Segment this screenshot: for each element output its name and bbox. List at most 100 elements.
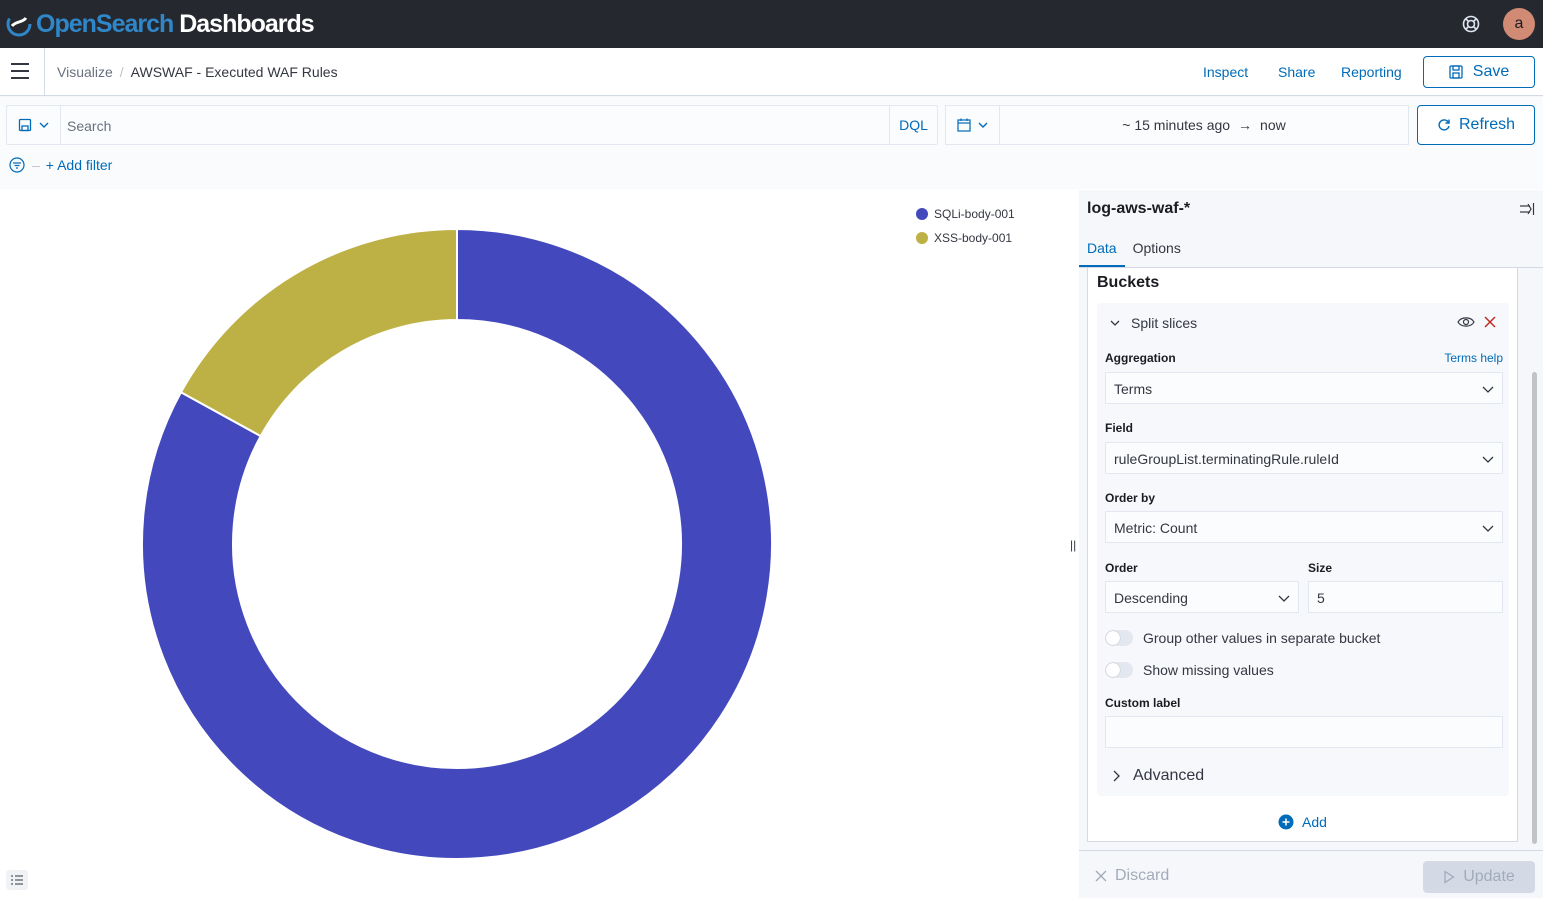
legend-item[interactable]: SQLi-body-001 [916, 202, 1015, 226]
aggregation-select[interactable]: Terms [1105, 372, 1503, 404]
remove-icon[interactable] [1483, 315, 1497, 329]
refresh-label: Refresh [1458, 116, 1516, 133]
order-label: Order [1105, 561, 1138, 575]
field-label: Field [1105, 421, 1134, 435]
top-header: OpenSearch Dashboards a [0, 0, 1543, 48]
date-picker: ~ 15 minutes ago → now [945, 105, 1409, 145]
user-avatar[interactable]: a [1503, 8, 1535, 40]
panel-resize-handle[interactable]: || [1070, 538, 1077, 552]
chevron-down-icon [1482, 525, 1494, 532]
custom-label-input[interactable] [1105, 716, 1503, 748]
saved-query-button[interactable] [7, 106, 61, 144]
filter-divider: – [32, 157, 40, 173]
search-bar: Search DQL [6, 105, 938, 145]
order-by-label: Order by [1105, 491, 1156, 505]
order-by-select[interactable]: Metric: Count [1105, 511, 1503, 543]
update-label: Update [1463, 868, 1515, 885]
add-aggregation-button[interactable]: Add [1278, 814, 1327, 830]
aggregation-editor: Buckets Split slices Aggregation Terms h… [1087, 268, 1518, 842]
inspect-link[interactable]: Inspect [1203, 64, 1249, 80]
share-link[interactable]: Share [1278, 64, 1316, 80]
index-pattern-title: log-aws-waf-* [1087, 200, 1191, 217]
search-input[interactable]: Search [67, 118, 112, 134]
show-missing-label: Show missing values [1143, 662, 1274, 678]
chevron-right-icon [1113, 770, 1120, 782]
chevron-down-icon [1482, 386, 1494, 393]
editor-tabs: Data Options [1079, 232, 1543, 268]
group-other-label: Group other values in separate bucket [1143, 630, 1381, 646]
discard-label: Discard [1115, 867, 1170, 884]
chevron-down-icon [978, 122, 987, 128]
discard-button[interactable]: Discard [1095, 867, 1169, 885]
save-icon [1449, 65, 1463, 79]
query-language-button[interactable]: DQL [889, 106, 937, 144]
filter-menu-icon[interactable] [8, 156, 26, 174]
aggregation-header[interactable]: Split slices [1109, 315, 1197, 331]
order-by-value: Metric: Count [1114, 520, 1198, 536]
group-other-switch[interactable] [1105, 630, 1133, 646]
opensearch-logo[interactable]: OpenSearch Dashboards [6, 8, 315, 40]
save-label: Save [1472, 63, 1510, 80]
time-range[interactable]: ~ 15 minutes ago → now [1000, 117, 1408, 133]
time-end[interactable]: now [1260, 117, 1286, 133]
filter-bar: – + Add filter [8, 156, 112, 174]
order-select[interactable]: Descending [1105, 581, 1299, 613]
group-other-toggle-row: Group other values in separate bucket [1105, 630, 1380, 646]
tab-data[interactable]: Data [1079, 232, 1125, 267]
terms-help-link[interactable]: Terms help [1444, 351, 1503, 365]
show-missing-switch[interactable] [1105, 662, 1133, 678]
quick-select-button[interactable] [946, 106, 1000, 144]
divider [44, 48, 45, 96]
add-filter-button[interactable]: + Add filter [45, 157, 113, 173]
size-input[interactable]: 5 [1308, 581, 1503, 613]
legend-label: XSS-body-001 [934, 231, 1013, 245]
refresh-icon [1438, 119, 1450, 131]
legend-label: SQLi-body-001 [934, 207, 1015, 221]
menu-icon[interactable] [11, 63, 31, 81]
play-icon [1444, 870, 1455, 884]
help-icon[interactable] [1461, 14, 1481, 34]
legend-toggle-button[interactable] [6, 870, 28, 890]
aggregation-title: Split slices [1131, 315, 1198, 331]
sidebar-scrollbar[interactable] [1532, 372, 1537, 844]
advanced-toggle[interactable]: Advanced [1111, 767, 1204, 785]
show-missing-toggle-row: Show missing values [1105, 662, 1274, 678]
brand-name: OpenSearch Dashboards [36, 9, 315, 38]
close-icon [1095, 870, 1107, 882]
editor-footer: Discard Update [1079, 850, 1543, 898]
chevron-down-icon [39, 122, 48, 128]
field-value: ruleGroupList.terminatingRule.ruleId [1114, 451, 1339, 467]
eye-icon[interactable] [1457, 315, 1475, 329]
aggregation-label: Aggregation [1105, 351, 1176, 365]
buckets-title: Buckets [1097, 274, 1160, 291]
query-bar: Search DQL ~ 15 minutes ago → now Refres… [0, 97, 1543, 189]
donut-chart [141, 227, 773, 860]
reporting-link[interactable]: Reporting [1341, 64, 1402, 80]
breadcrumb: Visualize / AWSWAF - Executed WAF Rules [57, 64, 338, 80]
editor-sidebar: log-aws-waf-* Data Options Buckets Split… [1079, 190, 1543, 898]
collapse-sidebar-icon[interactable] [1519, 202, 1535, 216]
list-icon [11, 875, 23, 885]
opensearch-mark-icon [6, 11, 32, 37]
breadcrumb-bar: Visualize / AWSWAF - Executed WAF Rules … [0, 48, 1543, 96]
save-button[interactable]: Save [1423, 56, 1535, 88]
breadcrumb-visualize[interactable]: Visualize [57, 64, 113, 80]
donut-slice-sqli-body-001[interactable] [141, 227, 773, 860]
arrow-right-icon: → [1238, 117, 1253, 133]
legend-item[interactable]: XSS-body-001 [916, 226, 1015, 250]
chart-legend: SQLi-body-001 XSS-body-001 [916, 202, 1015, 250]
order-value: Descending [1114, 590, 1188, 606]
chevron-down-icon [1110, 320, 1120, 326]
refresh-button[interactable]: Refresh [1417, 105, 1535, 145]
donut-slice-xss-body-001[interactable] [179, 227, 458, 438]
time-start[interactable]: ~ 15 minutes ago [1122, 117, 1231, 133]
plus-circle-icon [1278, 814, 1294, 830]
breadcrumb-current: AWSWAF - Executed WAF Rules [130, 64, 338, 80]
breadcrumb-separator: / [119, 64, 124, 80]
calendar-icon [956, 118, 971, 132]
field-select[interactable]: ruleGroupList.terminatingRule.ruleId [1105, 442, 1503, 474]
tab-options[interactable]: Options [1132, 240, 1181, 256]
split-slices-aggregation: Split slices Aggregation Terms help Term… [1097, 303, 1509, 796]
visualization-area: SQLi-body-001 XSS-body-001 [0, 190, 1070, 898]
update-button[interactable]: Update [1423, 861, 1535, 893]
